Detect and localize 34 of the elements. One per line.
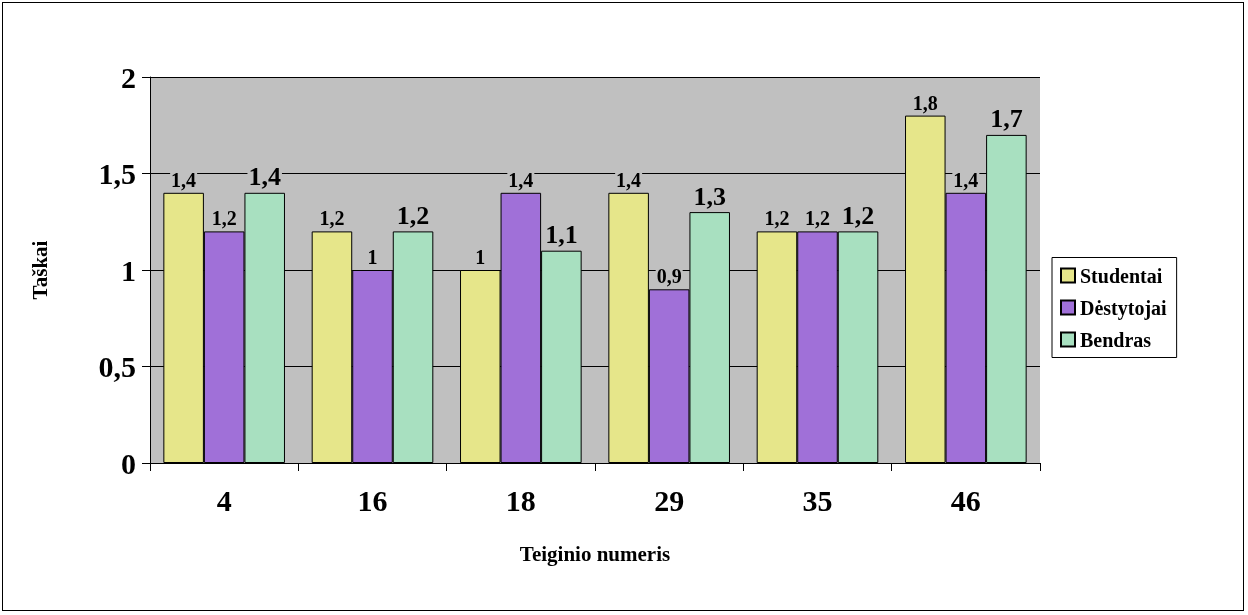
legend-label: Bendras bbox=[1080, 328, 1152, 351]
x-tick-label: 4 bbox=[216, 483, 232, 517]
data-label: 1,2 bbox=[764, 207, 790, 230]
x-tick-label: 29 bbox=[654, 483, 685, 517]
data-label: 1,4 bbox=[616, 168, 642, 191]
x-tick-label: 46 bbox=[950, 483, 981, 517]
data-label: 0,9 bbox=[656, 265, 682, 288]
legend-label: Dėstytojai bbox=[1080, 296, 1168, 320]
data-label: 1,4 bbox=[171, 168, 197, 191]
data-label: 1,2 bbox=[805, 207, 830, 230]
x-tick-label: 35 bbox=[802, 483, 833, 517]
data-label: 1 bbox=[475, 246, 486, 268]
data-label: 1 bbox=[367, 246, 378, 268]
y-tick-label: 1,5 bbox=[98, 157, 136, 190]
data-label: 1,2 bbox=[396, 200, 430, 230]
y-axis-title: Taškai bbox=[27, 240, 52, 300]
data-label: 1,1 bbox=[545, 220, 578, 250]
x-tick-label: 16 bbox=[357, 483, 388, 517]
y-tick-label: 0 bbox=[121, 446, 136, 480]
data-label: 1,2 bbox=[211, 207, 237, 230]
data-label: 1,4 bbox=[953, 168, 979, 191]
data-label: 1,2 bbox=[319, 207, 345, 230]
legend-label: Studentai bbox=[1080, 264, 1163, 287]
y-tick-label: 0,5 bbox=[98, 350, 136, 383]
data-label: 1,7 bbox=[990, 104, 1023, 134]
y-tick-label: 1 bbox=[121, 253, 136, 287]
data-label: 1,3 bbox=[693, 181, 726, 211]
data-label: 1,2 bbox=[841, 200, 875, 230]
data-label: 1,8 bbox=[912, 91, 938, 114]
x-tick-label: 18 bbox=[505, 483, 536, 517]
x-axis-title: Teiginio numeris bbox=[519, 541, 671, 566]
y-tick-label: 2 bbox=[121, 60, 136, 94]
data-label: 1,4 bbox=[508, 168, 534, 191]
data-label: 1,4 bbox=[248, 162, 281, 192]
